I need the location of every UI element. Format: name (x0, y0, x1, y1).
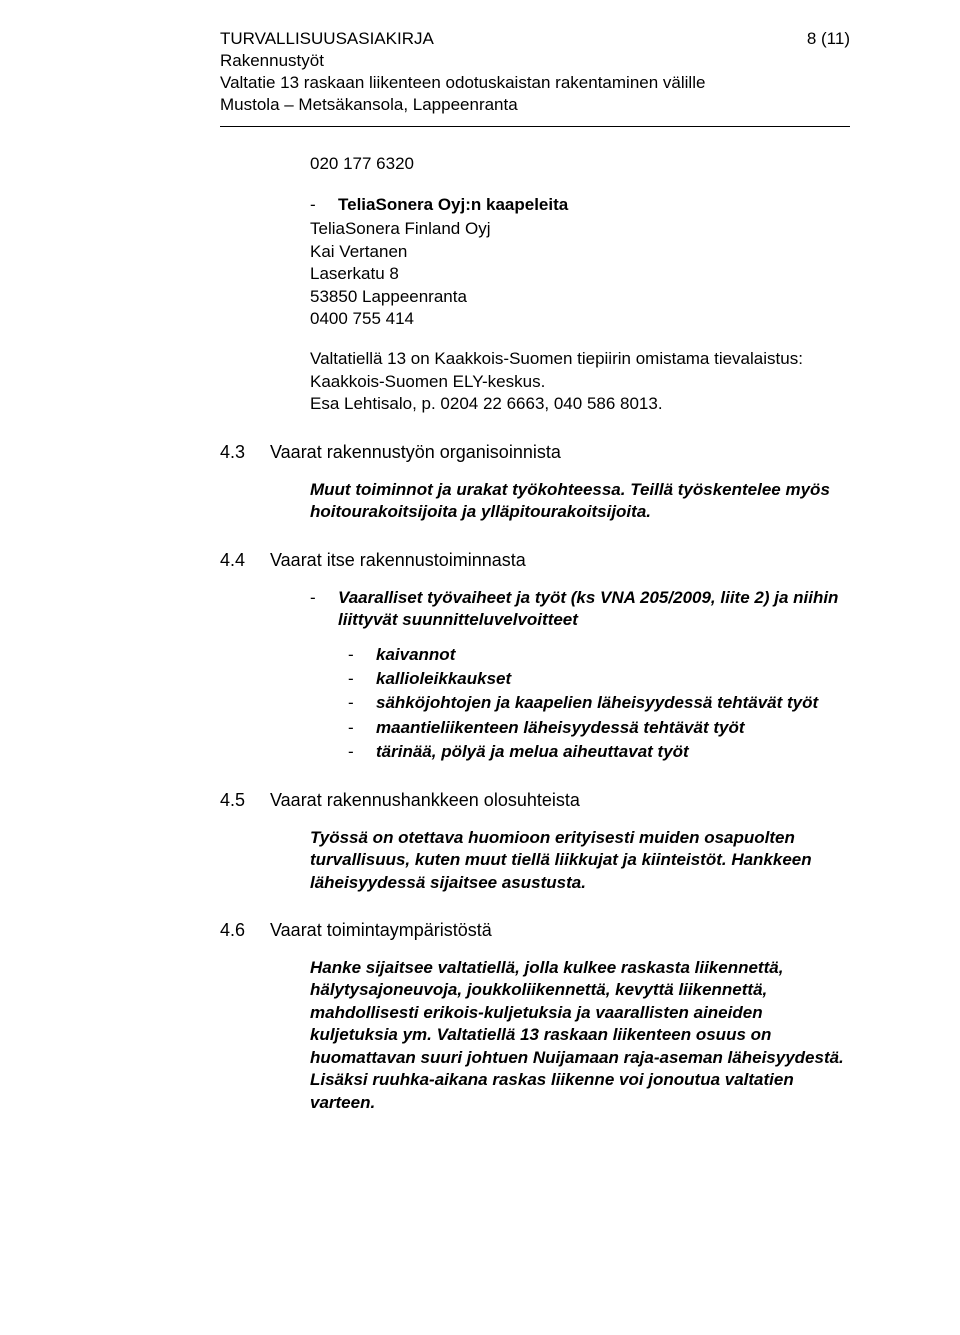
header-sub1: Rakennustyöt (220, 50, 850, 72)
section-4-5-body: Työssä on otettava huomioon erityisesti … (310, 827, 850, 894)
list-item-text: sähköjohtojen ja kaapelien läheisyydessä… (376, 692, 818, 714)
list-item-text: tärinää, pölyä ja melua aiheuttavat työt (376, 741, 689, 763)
intro-line1: TeliaSonera Finland Oyj (310, 218, 850, 240)
intro-phone: 020 177 6320 (310, 153, 850, 175)
intro-line5: 0400 755 414 (310, 308, 850, 330)
section-4-6-num: 4.6 (220, 920, 270, 941)
header-top-line: TURVALLISUUSASIAKIRJA 8 (11) (220, 28, 850, 50)
list-item: - kaivannot (348, 644, 850, 666)
list-item: - kallioleikkaukset (348, 668, 850, 690)
intro-para3: Esa Lehtisalo, p. 0204 22 6663, 040 586 … (310, 393, 850, 415)
dash-icon: - (348, 644, 376, 666)
section-4-6-body: Hanke sijaitsee valtatiellä, jolla kulke… (310, 957, 850, 1114)
section-4-3-body: Muut toiminnot ja urakat työkohteessa. T… (310, 479, 850, 524)
section-4-6-title: Vaarat toimintaympäristöstä (270, 920, 492, 941)
intro-para2: Kaakkois-Suomen ELY-keskus. (310, 371, 850, 393)
dash-icon: - (310, 587, 338, 632)
dash-icon: - (348, 692, 376, 714)
list-item: - maantieliikenteen läheisyydessä tehtäv… (348, 717, 850, 739)
intro-para1: Valtatiellä 13 on Kaakkois-Suomen tiepii… (310, 348, 850, 370)
intro-bullet-text: TeliaSonera Oyj:n kaapeleita (338, 194, 568, 216)
list-item: - tärinää, pölyä ja melua aiheuttavat ty… (348, 741, 850, 763)
section-4-4-num: 4.4 (220, 550, 270, 571)
section-4-4-bullet-text: Vaaralliset työvaiheet ja työt (ks VNA 2… (338, 587, 850, 632)
section-4-5-title: Vaarat rakennushankkeen olosuhteista (270, 790, 580, 811)
list-item: - sähköjohtojen ja kaapelien läheisyydes… (348, 692, 850, 714)
section-4-4: 4.4 Vaarat itse rakennustoiminnasta (220, 550, 850, 571)
dash-icon: - (310, 194, 338, 216)
section-4-3-num: 4.3 (220, 442, 270, 463)
intro-line2: Kai Vertanen (310, 241, 850, 263)
page-number: 8 (11) (767, 28, 850, 50)
section-4-6: 4.6 Vaarat toimintaympäristöstä (220, 920, 850, 941)
document-page: TURVALLISUUSASIAKIRJA 8 (11) Rakennustyö… (0, 0, 960, 1335)
dash-icon: - (348, 741, 376, 763)
section-4-3: 4.3 Vaarat rakennustyön organisoinnista (220, 442, 850, 463)
spacer (310, 330, 850, 348)
intro-bullet: - TeliaSonera Oyj:n kaapeleita (310, 194, 850, 216)
dash-icon: - (348, 668, 376, 690)
header-rule (220, 126, 850, 127)
section-4-4-sublist: - kaivannot - kallioleikkaukset - sähköj… (348, 644, 850, 764)
section-4-4-title: Vaarat itse rakennustoiminnasta (270, 550, 526, 571)
doc-title: TURVALLISUUSASIAKIRJA (220, 28, 434, 50)
list-item-text: kallioleikkaukset (376, 668, 511, 690)
header-sub3: Mustola – Metsäkansola, Lappeenranta (220, 94, 850, 116)
list-item-text: maantieliikenteen läheisyydessä tehtävät… (376, 717, 745, 739)
section-4-3-title: Vaarat rakennustyön organisoinnista (270, 442, 561, 463)
document-header: TURVALLISUUSASIAKIRJA 8 (11) Rakennustyö… (220, 28, 850, 116)
section-4-5: 4.5 Vaarat rakennushankkeen olosuhteista (220, 790, 850, 811)
list-item-text: kaivannot (376, 644, 455, 666)
section-4-4-bullet: - Vaaralliset työvaiheet ja työt (ks VNA… (310, 587, 850, 632)
intro-line3: Laserkatu 8 (310, 263, 850, 285)
section-4-5-num: 4.5 (220, 790, 270, 811)
header-sub2: Valtatie 13 raskaan liikenteen odotuskai… (220, 72, 850, 94)
intro-block: 020 177 6320 - TeliaSonera Oyj:n kaapele… (310, 153, 850, 415)
intro-line4: 53850 Lappeenranta (310, 286, 850, 308)
dash-icon: - (348, 717, 376, 739)
spacer (310, 176, 850, 194)
